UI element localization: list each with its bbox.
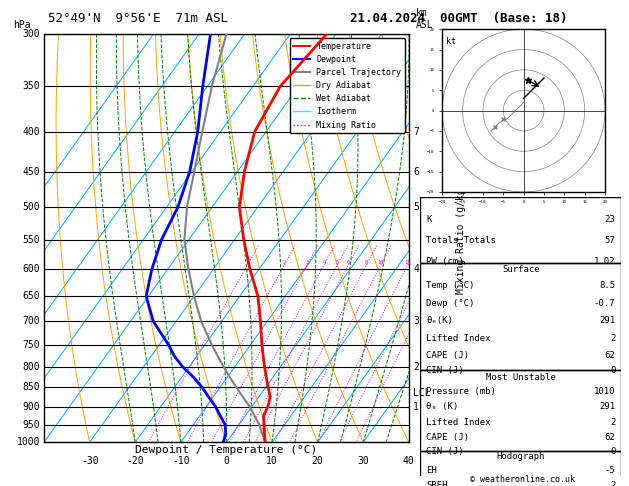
Text: 1.02: 1.02	[594, 257, 615, 266]
Text: 291: 291	[599, 402, 615, 412]
Text: SREH: SREH	[426, 481, 448, 486]
Text: Hodograph: Hodograph	[497, 452, 545, 461]
Text: θₑ (K): θₑ (K)	[426, 402, 459, 412]
Text: 52°49'N  9°56'E  71m ASL: 52°49'N 9°56'E 71m ASL	[48, 12, 228, 25]
Text: 550: 550	[22, 235, 40, 244]
Text: 8: 8	[365, 260, 368, 265]
Text: PW (cm): PW (cm)	[426, 257, 464, 266]
Text: hPa: hPa	[13, 20, 31, 30]
Text: 1000: 1000	[16, 437, 40, 447]
Text: 450: 450	[22, 167, 40, 176]
Text: K: K	[426, 215, 431, 224]
Text: 10: 10	[377, 260, 384, 265]
Text: 2: 2	[610, 418, 615, 427]
Text: 5: 5	[413, 202, 419, 212]
Text: -20: -20	[126, 456, 144, 466]
Bar	[420, 370, 621, 451]
Text: 2: 2	[413, 362, 419, 372]
Text: 2: 2	[610, 334, 615, 343]
Text: 10: 10	[266, 456, 278, 466]
Text: 600: 600	[22, 264, 40, 274]
Text: 400: 400	[22, 126, 40, 137]
Text: 5: 5	[336, 260, 339, 265]
Text: 900: 900	[22, 401, 40, 412]
Text: 62: 62	[604, 351, 615, 360]
Text: 2: 2	[282, 260, 286, 265]
Text: Lifted Index: Lifted Index	[426, 418, 491, 427]
Text: 21.04.2024  00GMT  (Base: 18): 21.04.2024 00GMT (Base: 18)	[350, 12, 568, 25]
Bar	[420, 262, 621, 370]
Text: kt: kt	[447, 37, 456, 46]
Text: EH: EH	[426, 466, 437, 475]
Text: 0: 0	[610, 365, 615, 375]
Text: 30: 30	[357, 456, 369, 466]
Text: 6: 6	[347, 260, 350, 265]
Text: -10: -10	[172, 456, 190, 466]
Text: 291: 291	[599, 316, 615, 325]
Text: 62: 62	[604, 433, 615, 442]
Text: 650: 650	[22, 291, 40, 301]
Text: Lifted Index: Lifted Index	[426, 334, 491, 343]
Text: -5: -5	[604, 466, 615, 475]
Text: -0.7: -0.7	[594, 298, 615, 308]
Text: 40: 40	[403, 456, 415, 466]
Text: Mixing Ratio (g/kg): Mixing Ratio (g/kg)	[456, 182, 466, 294]
Text: 300: 300	[22, 29, 40, 39]
X-axis label: Dewpoint / Temperature (°C): Dewpoint / Temperature (°C)	[135, 445, 318, 455]
Bar	[420, 451, 621, 486]
Text: CIN (J): CIN (J)	[426, 447, 464, 456]
Text: 20: 20	[312, 456, 323, 466]
Text: 750: 750	[22, 340, 40, 350]
Text: 15: 15	[404, 260, 411, 265]
Text: Dewp (°C): Dewp (°C)	[426, 298, 475, 308]
Text: 3: 3	[413, 316, 419, 326]
Text: CIN (J): CIN (J)	[426, 365, 464, 375]
Text: 1: 1	[246, 260, 249, 265]
Legend: Temperature, Dewpoint, Parcel Trajectory, Dry Adiabat, Wet Adiabat, Isotherm, Mi: Temperature, Dewpoint, Parcel Trajectory…	[290, 38, 404, 133]
Text: Surface: Surface	[502, 265, 540, 274]
Text: LCL: LCL	[413, 388, 431, 398]
Text: θₑ(K): θₑ(K)	[426, 316, 453, 325]
Text: © weatheronline.co.uk: © weatheronline.co.uk	[470, 474, 574, 484]
Bar	[420, 197, 621, 262]
Text: 7: 7	[413, 126, 419, 137]
Text: Most Unstable: Most Unstable	[486, 373, 556, 382]
Text: 500: 500	[22, 202, 40, 212]
Text: 1010: 1010	[594, 387, 615, 396]
Text: Pressure (mb): Pressure (mb)	[426, 387, 496, 396]
Text: 57: 57	[604, 236, 615, 244]
Text: 4: 4	[322, 260, 325, 265]
Text: Temp (°C): Temp (°C)	[426, 281, 475, 290]
Text: 3: 3	[306, 260, 309, 265]
Text: -30: -30	[81, 456, 99, 466]
Text: 700: 700	[22, 316, 40, 326]
Text: 6: 6	[413, 167, 419, 176]
Text: km
ASL: km ASL	[416, 8, 434, 30]
Text: CAPE (J): CAPE (J)	[426, 351, 469, 360]
Text: 8.5: 8.5	[599, 281, 615, 290]
Text: 23: 23	[604, 215, 615, 224]
Text: 1: 1	[413, 401, 419, 412]
Text: 4: 4	[413, 264, 419, 274]
Text: 0: 0	[223, 456, 230, 466]
Text: 950: 950	[22, 420, 40, 430]
Text: 0: 0	[610, 447, 615, 456]
Text: CAPE (J): CAPE (J)	[426, 433, 469, 442]
Text: Totals Totals: Totals Totals	[426, 236, 496, 244]
Text: 800: 800	[22, 362, 40, 372]
Text: 850: 850	[22, 382, 40, 392]
Text: 350: 350	[22, 81, 40, 91]
Text: 2: 2	[610, 481, 615, 486]
